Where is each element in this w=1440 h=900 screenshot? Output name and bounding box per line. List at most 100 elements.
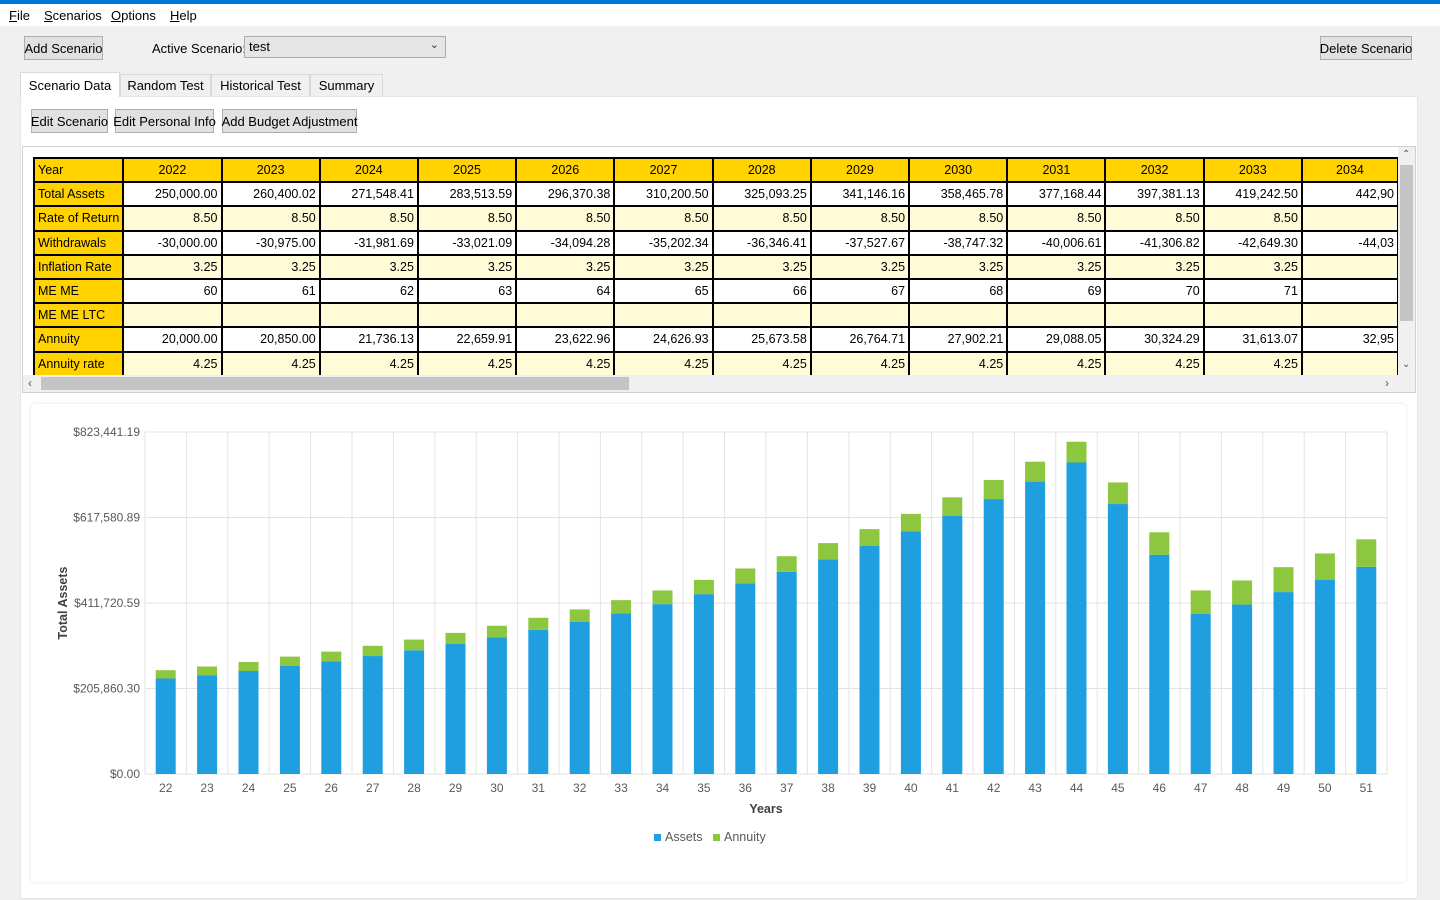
grid-cell[interactable]: 250,000.00	[122, 181, 223, 208]
grid-cell[interactable]: 4.25	[1006, 350, 1107, 375]
tab-scenario-data[interactable]: Scenario Data	[20, 72, 120, 97]
grid-cell[interactable]: 62	[318, 277, 419, 305]
grid-cell[interactable]	[908, 302, 1009, 329]
grid-cell[interactable]	[318, 302, 419, 329]
grid-cell[interactable]	[1202, 302, 1303, 329]
grid-cell[interactable]: 419,242.50	[1202, 181, 1303, 208]
menu-scenarios[interactable]: Scenarios	[44, 8, 102, 23]
grid-cell[interactable]: 27,902.21	[908, 326, 1009, 353]
grid-cell[interactable]: 24,626.93	[613, 326, 714, 353]
grid-cell[interactable]: 25,673.58	[711, 326, 812, 353]
grid-cell[interactable]: 310,200.50	[613, 181, 714, 208]
grid-cell[interactable]	[1006, 302, 1107, 329]
grid-cell[interactable]: 68	[908, 277, 1009, 305]
grid-cell[interactable]: 4.25	[515, 350, 616, 375]
grid-cell[interactable]: -31,981.69	[318, 229, 419, 256]
grid-cell[interactable]: 30,324.29	[1104, 326, 1205, 353]
grid-cell[interactable]: 63	[416, 277, 518, 305]
grid-cell[interactable]: 397,381.13	[1104, 181, 1205, 208]
grid-cell[interactable]: 60	[122, 277, 223, 305]
grid-cell[interactable]: 260,400.02	[220, 181, 321, 208]
grid-cell[interactable]: 4.25	[1202, 350, 1303, 375]
grid-cell[interactable]: 3.25	[122, 253, 223, 280]
grid-cell[interactable]: 3.25	[711, 253, 812, 280]
scroll-right-icon[interactable]: ›	[1385, 376, 1389, 390]
grid-cell[interactable]: 23,622.96	[515, 326, 616, 353]
grid-cell[interactable]: 283,513.59	[416, 181, 518, 208]
add-scenario-button[interactable]: Add Scenario	[24, 36, 103, 60]
grid-cell[interactable]: 8.50	[613, 205, 714, 232]
menu-file[interactable]: File	[9, 8, 30, 23]
grid-cell[interactable]: -44,03	[1300, 229, 1399, 256]
grid-cell[interactable]: 442,90	[1300, 181, 1399, 208]
grid-cell[interactable]: 8.50	[122, 205, 223, 232]
menu-help[interactable]: Help	[170, 8, 197, 23]
grid-cell[interactable]: 66	[711, 277, 812, 305]
grid-cell[interactable]: 296,370.38	[515, 181, 616, 208]
grid-cell[interactable]	[1300, 253, 1399, 280]
grid-cell[interactable]: 4.25	[318, 350, 419, 375]
grid-cell[interactable]: 69	[1006, 277, 1107, 305]
grid-cell[interactable]: -37,527.67	[809, 229, 911, 256]
scroll-down-icon[interactable]: ⌄	[1402, 359, 1411, 370]
grid-cell[interactable]: 8.50	[1006, 205, 1107, 232]
grid-cell[interactable]: -40,006.61	[1006, 229, 1107, 256]
grid-cell[interactable]: -34,094.28	[515, 229, 616, 256]
grid-cell[interactable]	[1300, 205, 1399, 232]
grid-cell[interactable]: 4.25	[416, 350, 518, 375]
edit-scenario-button[interactable]: Edit Scenario	[31, 109, 108, 133]
grid-cell[interactable]: 21,736.13	[318, 326, 419, 353]
grid-cell[interactable]: 67	[809, 277, 911, 305]
grid-cell[interactable]: 64	[515, 277, 616, 305]
grid-cell[interactable]	[613, 302, 714, 329]
tab-random-test[interactable]: Random Test	[120, 74, 211, 96]
grid-cell[interactable]: 358,465.78	[908, 181, 1009, 208]
edit-personal-info-button[interactable]: Edit Personal Info	[113, 109, 216, 133]
grid-cell[interactable]: 8.50	[220, 205, 321, 232]
grid-cell[interactable]	[1300, 277, 1399, 305]
grid-cell[interactable]: 4.25	[711, 350, 812, 375]
scroll-left-icon[interactable]: ‹	[28, 376, 32, 390]
grid-cell[interactable]: 22,659.91	[416, 326, 518, 353]
delete-scenario-button[interactable]: Delete Scenario	[1320, 36, 1412, 60]
grid-cell[interactable]: -33,021.09	[416, 229, 518, 256]
grid-cell[interactable]: 20,850.00	[220, 326, 321, 353]
grid-cell[interactable]	[122, 302, 223, 329]
grid-cell[interactable]: -38,747.32	[908, 229, 1009, 256]
grid-cell[interactable]: 3.25	[416, 253, 518, 280]
grid-cell[interactable]: 4.25	[220, 350, 321, 375]
grid-cell[interactable]: 3.25	[613, 253, 714, 280]
grid-cell[interactable]: -30,975.00	[220, 229, 321, 256]
grid-cell[interactable]	[809, 302, 911, 329]
grid-cell[interactable]: 8.50	[1104, 205, 1205, 232]
grid-cell[interactable]: 8.50	[515, 205, 616, 232]
grid-cell[interactable]: 3.25	[515, 253, 616, 280]
grid-cell[interactable]: 26,764.71	[809, 326, 911, 353]
grid-cell[interactable]: 31,613.07	[1202, 326, 1303, 353]
grid-cell[interactable]	[1104, 302, 1205, 329]
active-scenario-select[interactable]: test ⌄	[244, 36, 446, 58]
grid-cell[interactable]: 3.25	[1006, 253, 1107, 280]
grid-cell[interactable]: -42,649.30	[1202, 229, 1303, 256]
grid-cell[interactable]: 71	[1202, 277, 1303, 305]
grid-cell[interactable]: 4.25	[809, 350, 911, 375]
grid-cell[interactable]: 8.50	[416, 205, 518, 232]
grid-cell[interactable]: 3.25	[318, 253, 419, 280]
grid-cell[interactable]: 3.25	[908, 253, 1009, 280]
grid-cell[interactable]: 70	[1104, 277, 1205, 305]
grid-cell[interactable]: 4.25	[908, 350, 1009, 375]
grid-cell[interactable]: 4.25	[1104, 350, 1205, 375]
grid-cell[interactable]: 29,088.05	[1006, 326, 1107, 353]
vertical-scroll-thumb[interactable]	[1400, 165, 1413, 321]
grid-cell[interactable]: -30,000.00	[122, 229, 223, 256]
grid-cell[interactable]: 3.25	[1104, 253, 1205, 280]
grid-cell[interactable]	[416, 302, 518, 329]
grid-cell[interactable]	[711, 302, 812, 329]
grid-cell[interactable]	[220, 302, 321, 329]
grid-cell[interactable]: 3.25	[1202, 253, 1303, 280]
grid-cell[interactable]	[515, 302, 616, 329]
grid-cell[interactable]: 8.50	[318, 205, 419, 232]
grid-cell[interactable]: 8.50	[711, 205, 812, 232]
grid-cell[interactable]	[1300, 302, 1399, 329]
grid-cell[interactable]: 65	[613, 277, 714, 305]
